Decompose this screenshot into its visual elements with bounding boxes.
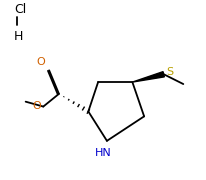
Polygon shape [132, 72, 164, 82]
Text: Cl: Cl [14, 3, 26, 15]
Text: O: O [32, 101, 41, 111]
Text: HN: HN [94, 148, 111, 158]
Text: S: S [166, 67, 173, 77]
Text: O: O [36, 57, 45, 67]
Text: H: H [14, 30, 23, 43]
